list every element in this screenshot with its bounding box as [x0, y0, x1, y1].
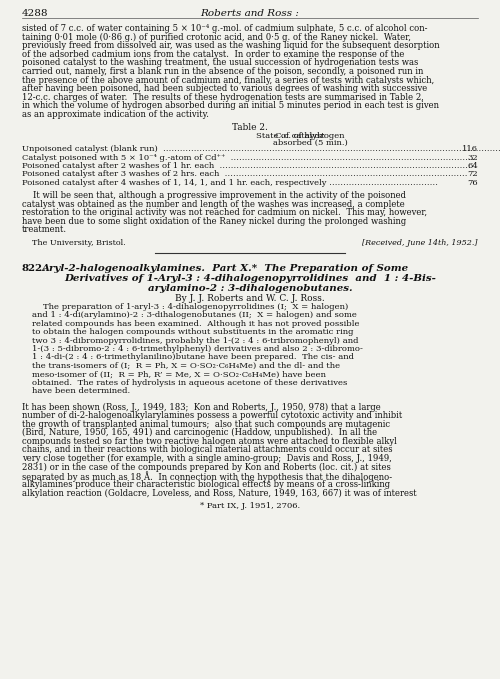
Text: 822.: 822.: [22, 264, 47, 273]
Text: the growth of transplanted animal tumours;  also that such compounds are mutagen: the growth of transplanted animal tumour…: [22, 420, 390, 428]
Text: 1 : 4-di-(2 : 4 : 6-trimethylanilino)butane have been prepared.  The cis- and: 1 : 4-di-(2 : 4 : 6-trimethylanilino)but…: [32, 354, 354, 361]
Text: Catalyst poisoned with 5 × 10⁻⁴ g.-atom of Cd⁺⁺  ……………………………………………………………………………: Catalyst poisoned with 5 × 10⁻⁴ g.-atom …: [22, 153, 473, 162]
Text: of the adsorbed cadmium ions from the catalyst.  In order to examine the respons: of the adsorbed cadmium ions from the ca…: [22, 50, 404, 59]
Text: and 1 : 4-di(arylamino)-2 : 3-dihalogenobutanes (II;  X = halogen) and some: and 1 : 4-di(arylamino)-2 : 3-dihalogeno…: [32, 312, 357, 320]
Text: after having been poisoned, had been subjected to various degrees of washing wit: after having been poisoned, had been sub…: [22, 84, 427, 93]
Text: Roberts and Ross :: Roberts and Ross :: [200, 9, 300, 18]
Text: By J. J. Roberts and W. C. J. Ross.: By J. J. Roberts and W. C. J. Ross.: [175, 294, 325, 303]
Text: 2831) or in the case of the compounds prepared by Kon and Roberts (loc. cit.) at: 2831) or in the case of the compounds pr…: [22, 462, 391, 472]
Text: Unpoisoned catalyst (blank run)  …………………………………………………………………………………………………………………: Unpoisoned catalyst (blank run) ………………………: [22, 145, 500, 153]
Text: very close together (for example, with a single amino-group;  Davis and Ross, J.: very close together (for example, with a…: [22, 454, 392, 463]
Text: arylamino-2 : 3-dihalogenobutanes.: arylamino-2 : 3-dihalogenobutanes.: [148, 284, 352, 293]
Text: alkylamines produce their characteristic biological effects by means of a cross-: alkylamines produce their characteristic…: [22, 480, 390, 489]
Text: in which the volume of hydrogen absorbed during an initial 5 minutes period in e: in which the volume of hydrogen absorbed…: [22, 101, 439, 111]
Text: 1-(3 : 5-dibromo-2 : 4 : 6-trimethylphenyl) derivatives and also 2 : 3-dibromo-: 1-(3 : 5-dibromo-2 : 4 : 6-trimethylphen…: [32, 345, 363, 353]
Text: (Bird, Nature, 1950, 165, 491) and carcinogenic (Haddow, unpublished).  In all t: (Bird, Nature, 1950, 165, 491) and carci…: [22, 428, 377, 437]
Text: chains, and in their reactions with biological material attachments could occur : chains, and in their reactions with biol…: [22, 445, 392, 454]
Text: previously freed from dissolved air, was used as the washing liquid for the subs: previously freed from dissolved air, was…: [22, 41, 440, 50]
Text: the presence of the above amount of cadmium and, finally, a series of tests with: the presence of the above amount of cadm…: [22, 75, 434, 85]
Text: * Part IX, J. 1951, 2706.: * Part IX, J. 1951, 2706.: [200, 502, 300, 510]
Text: [Received, June 14th, 1952.]: [Received, June 14th, 1952.]: [362, 239, 478, 247]
Text: 72: 72: [468, 170, 478, 179]
Text: restoration to the original activity was not reached for cadmium on nickel.  Thi: restoration to the original activity was…: [22, 208, 427, 217]
Text: Table 2.: Table 2.: [232, 123, 268, 132]
Text: sisted of 7 c.c. of water containing 5 × 10⁻⁴ g.-mol. of cadmium sulphate, 5 c.c: sisted of 7 c.c. of water containing 5 ×…: [22, 24, 428, 33]
Text: Poisoned catalyst after 4 washes of 1, 14, 1, and 1 hr. each, respectively ……………: Poisoned catalyst after 4 washes of 1, 1…: [22, 179, 438, 187]
Text: treatment.: treatment.: [22, 225, 67, 234]
Text: The preparation of 1-aryl-3 : 4-dihalogenopyrrolidines (I;  X = halogen): The preparation of 1-aryl-3 : 4-dihaloge…: [32, 303, 348, 311]
Text: C.c. of hydrogen: C.c. of hydrogen: [275, 132, 345, 140]
Text: have been due to some slight oxidation of the Raney nickel during the prolonged : have been due to some slight oxidation o…: [22, 217, 406, 226]
Text: Poisoned catalyst after 3 washes of 2 hrs. each  ……………………………………………………………………………: Poisoned catalyst after 3 washes of 2 hr…: [22, 170, 468, 179]
Text: absorbed (5 min.): absorbed (5 min.): [272, 139, 347, 147]
Text: Derivatives of 1-Aryl-3 : 4-dihalogenopyrrolidines  and  1 : 4-Bis-: Derivatives of 1-Aryl-3 : 4-dihalogenopy…: [64, 274, 436, 283]
Text: 64: 64: [467, 162, 478, 170]
Text: separated by as much as 18 Å.  In connection with the hypothesis that the dihalo: separated by as much as 18 Å. In connect…: [22, 471, 392, 482]
Text: the trans-isomers of (I;  R = Ph, X = O·SO₂·C₆H₄Me) and the dl- and the: the trans-isomers of (I; R = Ph, X = O·S…: [32, 362, 340, 370]
Text: 32: 32: [468, 153, 478, 162]
Text: as an approximate indication of the activity.: as an approximate indication of the acti…: [22, 110, 209, 119]
Text: poisoned catalyst to the washing treatment, the usual succession of hydrogenatio: poisoned catalyst to the washing treatme…: [22, 58, 418, 67]
Text: 76: 76: [468, 179, 478, 187]
Text: 116: 116: [462, 145, 478, 153]
Text: State of catalyst: State of catalyst: [256, 132, 324, 140]
Text: related compounds has been examined.  Although it has not proved possible: related compounds has been examined. Alt…: [32, 320, 360, 328]
Text: Poisoned catalyst after 2 washes of 1 hr. each  ………………………………………………………………………………: Poisoned catalyst after 2 washes of 1 hr…: [22, 162, 471, 170]
Text: It has been shown (Ross, J., 1949, 183;  Kon and Roberts, J., 1950, 978) that a : It has been shown (Ross, J., 1949, 183; …: [22, 403, 381, 411]
Text: 12-c.c. charges of water.  The results of these hydrogenation tests are summaris: 12-c.c. charges of water. The results of…: [22, 93, 424, 102]
Text: catalyst was obtained as the number and length of the washes was increased, a co: catalyst was obtained as the number and …: [22, 200, 405, 208]
Text: carried out, namely, first a blank run in the absence of the poison, secondly, a: carried out, namely, first a blank run i…: [22, 67, 423, 76]
Text: The University, Bristol.: The University, Bristol.: [32, 239, 126, 247]
Text: number of di-2-halogenoalkylarylamines possess a powerful cytotoxic activity and: number of di-2-halogenoalkylarylamines p…: [22, 411, 402, 420]
Text: obtained.  The rates of hydrolysis in aqueous acetone of these derivatives: obtained. The rates of hydrolysis in aqu…: [32, 379, 348, 387]
Text: compounds tested so far the two reactive halogen atoms were attached to flexible: compounds tested so far the two reactive…: [22, 437, 397, 446]
Text: 4288: 4288: [22, 9, 48, 18]
Text: Aryl-2-halogenoalkylamines.  Part X.*  The Preparation of Some: Aryl-2-halogenoalkylamines. Part X.* The…: [42, 264, 409, 273]
Text: taining 0·01 mole (0·86 g.) of purified crotonic acid, and 0·5 g. of the Raney n: taining 0·01 mole (0·86 g.) of purified …: [22, 33, 411, 41]
Text: have been determined.: have been determined.: [32, 387, 130, 395]
Text: to obtain the halogen compounds without substituents in the aromatic ring: to obtain the halogen compounds without …: [32, 329, 354, 336]
Text: two 3 : 4-dibromopyrrolidines, probably the 1-(2 : 4 : 6-tribromophenyl) and: two 3 : 4-dibromopyrrolidines, probably …: [32, 337, 358, 345]
Text: meso-isomer of (II;  R = Ph, R’ = Me, X = O·SO₂·C₆H₄Me) have been: meso-isomer of (II; R = Ph, R’ = Me, X =…: [32, 370, 326, 378]
Text: alkylation reaction (Goldacre, Loveless, and Ross, Nature, 1949, 163, 667) it wa: alkylation reaction (Goldacre, Loveless,…: [22, 488, 416, 498]
Text: It will be seen that, although a progressive improvement in the activity of the : It will be seen that, although a progres…: [22, 191, 406, 200]
